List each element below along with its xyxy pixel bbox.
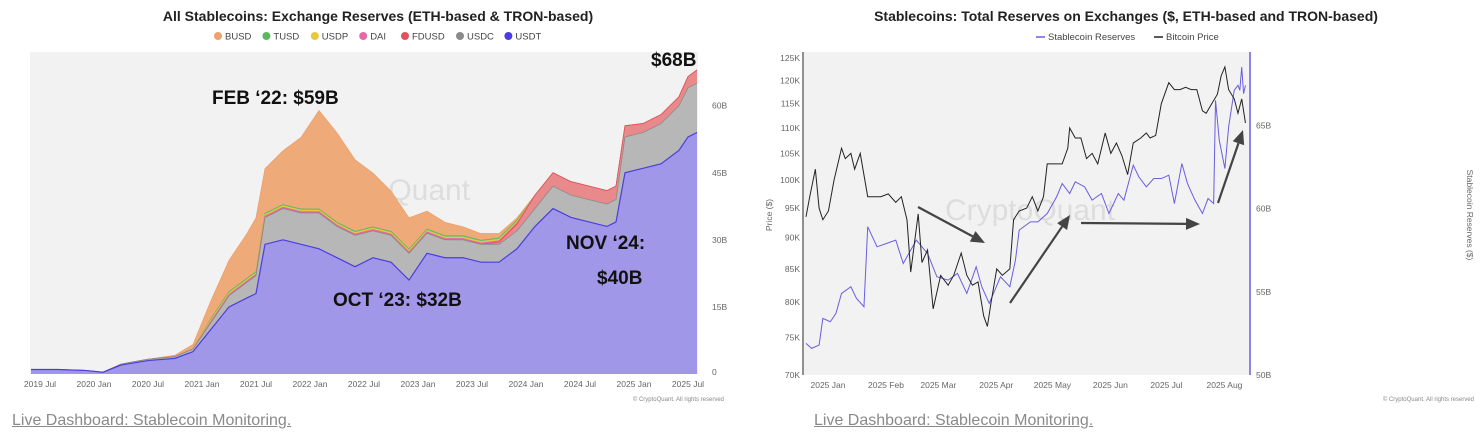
left-chart-title: All Stablecoins: Exchange Reserves (ETH-… bbox=[163, 8, 593, 24]
line-usdt bbox=[31, 131, 698, 373]
legend-label-dai: DAI bbox=[370, 32, 386, 43]
y-right-tick-label: 50B bbox=[1256, 370, 1271, 380]
legend-label-usdp: USDP bbox=[322, 32, 348, 43]
legend-label-bitcoin-price: Bitcoin Price bbox=[1166, 32, 1219, 43]
arrow-shaft bbox=[917, 206, 974, 238]
x-tick-label: 2020 Jul bbox=[132, 379, 164, 389]
arrow-head bbox=[969, 231, 985, 243]
right-plot-area bbox=[804, 52, 1250, 375]
y-left-tick-label: 100K bbox=[780, 175, 800, 185]
annotation-nov-24-value: $40B bbox=[597, 268, 642, 289]
x-tick-label: 2025 May bbox=[1034, 380, 1072, 390]
y-right-tick-label: 65B bbox=[1256, 120, 1271, 130]
arrow-head bbox=[1057, 215, 1070, 230]
series-line-stablecoin-reserves bbox=[805, 66, 1246, 349]
right-chart-title: Stablecoins: Total Reserves on Exchanges… bbox=[874, 8, 1378, 24]
x-tick-label: 2019 Jul bbox=[24, 379, 56, 389]
y-left-tick-label: 95K bbox=[785, 203, 800, 213]
legend-marker-usdp bbox=[310, 32, 319, 40]
y-left-tick-label: 105K bbox=[780, 148, 800, 158]
x-tick-label: 2025 Jul bbox=[672, 379, 704, 389]
legend-label-usdt: USDT bbox=[515, 32, 541, 43]
left-legend: BUSD TUSD USDP DAI FDUSD USDC USDT bbox=[214, 32, 541, 43]
y-right-tick-label: 55B bbox=[1256, 287, 1271, 297]
annotation-nov-24: NOV ‘24: bbox=[566, 233, 645, 254]
line-usdc bbox=[31, 82, 698, 373]
legend-marker-dai bbox=[359, 32, 368, 40]
x-tick-label: 2021 Jan bbox=[185, 379, 220, 389]
x-tick-label: 2024 Jan bbox=[509, 379, 544, 389]
right-line-chart: Stablecoins: Total Reserves on Exchanges… bbox=[764, 8, 1475, 403]
y-tick-label: 0 bbox=[712, 367, 717, 377]
right-lines bbox=[805, 65, 1246, 349]
arrow-shaft bbox=[1009, 225, 1064, 304]
y-left-tick-label: 125K bbox=[780, 53, 800, 63]
left-stacked-area-chart: All Stablecoins: Exchange Reserves (ETH-… bbox=[24, 8, 728, 403]
x-tick-label: 2022 Jan bbox=[293, 379, 328, 389]
area-usdt bbox=[31, 132, 697, 374]
y-left-tick-label: 70K bbox=[785, 370, 800, 380]
y-tick-label: 60B bbox=[712, 101, 727, 111]
x-tick-label: 2025 Jan bbox=[811, 380, 846, 390]
y-tick-label: 15B bbox=[712, 302, 727, 312]
legend-label-busd: BUSD bbox=[225, 32, 252, 43]
x-tick-label: 2025 Apr bbox=[979, 380, 1013, 390]
x-tick-label: 2025 Jun bbox=[1093, 380, 1128, 390]
x-tick-label: 2023 Jul bbox=[456, 379, 488, 389]
legend-label-usdc: USDC bbox=[467, 32, 494, 43]
left-copyright: © CryptoQuant. All rights reserved bbox=[633, 396, 724, 403]
y-left-tick-label: 90K bbox=[785, 233, 800, 243]
annotation-oct-23: OCT ‘23: $32B bbox=[333, 290, 462, 311]
right-dashboard-link[interactable]: Live Dashboard: Stablecoin Monitoring. bbox=[814, 412, 1094, 429]
arrow-head bbox=[1185, 217, 1200, 230]
x-tick-label: 2024 Jul bbox=[564, 379, 596, 389]
right-copyright: © CryptoQuant. All rights reserved bbox=[1383, 396, 1474, 403]
legend-marker-fdusd bbox=[401, 32, 409, 40]
y-right-label: Stablecoin Reserves ($) bbox=[1465, 170, 1475, 261]
x-tick-label: 2025 Aug bbox=[1206, 380, 1242, 390]
right-legend: Stablecoin Reserves Bitcoin Price bbox=[1036, 32, 1219, 43]
arrow-shaft bbox=[1216, 142, 1240, 204]
y-tick-label: 30B bbox=[712, 235, 727, 245]
legend-marker-usdt bbox=[504, 32, 513, 40]
annotation-feb-22: FEB ‘22: $59B bbox=[212, 88, 339, 109]
legend-marker-busd bbox=[214, 32, 222, 40]
legend-marker-usdc bbox=[456, 32, 464, 40]
left-areas bbox=[31, 69, 698, 374]
legend-marker-tusd bbox=[262, 32, 271, 40]
arrow-shaft bbox=[1080, 221, 1187, 225]
left-dashboard-link[interactable]: Live Dashboard: Stablecoin Monitoring. bbox=[12, 412, 292, 429]
y-left-tick-label: 80K bbox=[785, 297, 800, 307]
x-tick-label: 2025 Jul bbox=[1150, 380, 1182, 390]
legend-label-tusd: TUSD bbox=[273, 32, 299, 43]
x-tick-label: 2021 Jul bbox=[240, 379, 272, 389]
trend-arrows bbox=[917, 130, 1245, 304]
area-busd bbox=[31, 69, 697, 373]
left-y-axis: 0 15B 30B 45B 60B bbox=[712, 101, 727, 377]
y-left-tick-label: 120K bbox=[780, 75, 800, 85]
legend-label-fdusd: FDUSD bbox=[412, 32, 445, 43]
y-left-tick-label: 75K bbox=[785, 332, 800, 342]
left-x-axis: 2019 Jul 2020 Jan 2020 Jul 2021 Jan 2021 Jul… bbox=[24, 379, 704, 389]
x-tick-label: 2025 Jan bbox=[617, 379, 652, 389]
y-right-tick-label: 60B bbox=[1256, 204, 1271, 214]
right-y-axes: 70K 75K 80K 85K 90K 95K 100K 105K 110K 115K 120K 12… bbox=[780, 53, 1271, 380]
x-tick-label: 2025 Mar bbox=[920, 380, 956, 390]
y-left-label: Price ($) bbox=[764, 199, 774, 231]
x-tick-label: 2025 Feb bbox=[868, 380, 904, 390]
y-left-tick-label: 85K bbox=[785, 264, 800, 274]
annotation-current: $68B bbox=[651, 50, 696, 71]
y-left-tick-label: 115K bbox=[781, 99, 801, 109]
legend-label-stablecoin-reserves: Stablecoin Reserves bbox=[1048, 32, 1135, 43]
y-left-tick-label: 110K bbox=[781, 123, 801, 133]
x-tick-label: 2020 Jan bbox=[77, 379, 112, 389]
series-line-bitcoin-price bbox=[805, 65, 1246, 327]
right-x-axis: 2025 Jan 2025 Feb 2025 Mar 2025 Apr 2025 May… bbox=[811, 380, 1243, 390]
x-tick-label: 2023 Jan bbox=[401, 379, 436, 389]
y-tick-label: 45B bbox=[712, 168, 727, 178]
x-tick-label: 2022 Jul bbox=[348, 379, 380, 389]
arrow-head bbox=[1232, 130, 1245, 146]
